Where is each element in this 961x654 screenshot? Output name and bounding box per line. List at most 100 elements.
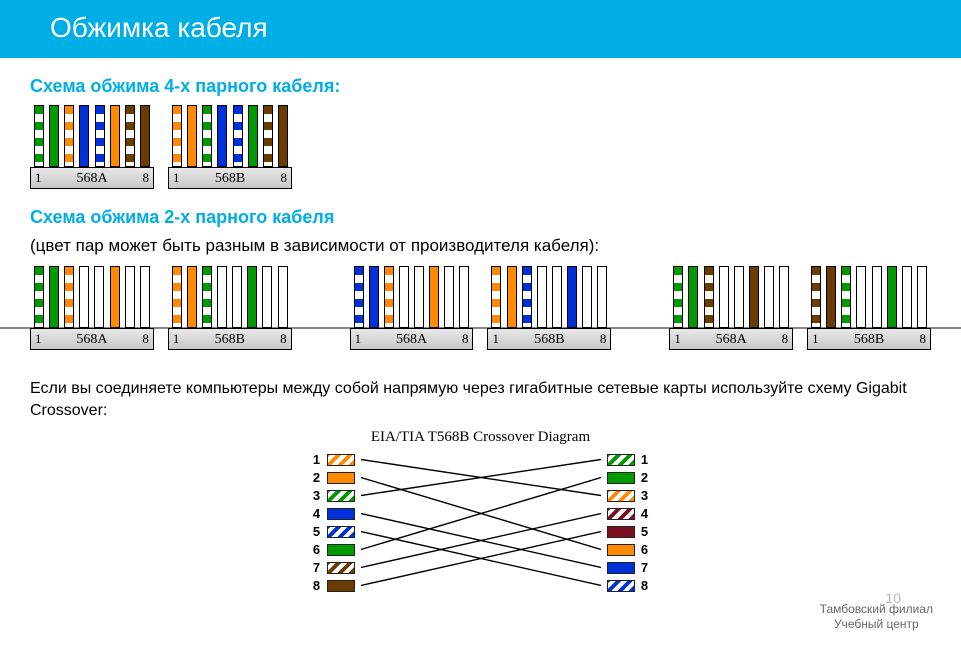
wire (172, 105, 182, 167)
footer-line2: Учебный центр (834, 617, 919, 631)
wire (459, 266, 469, 328)
standard-label: 568A (76, 332, 107, 348)
pin-row: 2 (607, 470, 651, 485)
pin-row: 7 (607, 560, 651, 575)
wire (749, 266, 759, 328)
wires (669, 266, 793, 328)
wire (263, 105, 273, 167)
crossover-lines (361, 452, 601, 602)
pin-chip (327, 490, 355, 502)
standard-label: 568B (215, 332, 245, 348)
pin-row: 8 (607, 578, 651, 593)
pin-8-label: 8 (142, 331, 149, 347)
wire (522, 266, 532, 328)
wire (507, 266, 517, 328)
pin-1-label: 1 (355, 331, 362, 347)
pin-chip (327, 580, 355, 592)
pin-number: 5 (639, 524, 651, 539)
pin-chip (607, 544, 635, 556)
wire (779, 266, 789, 328)
connector-label: 1568A8 (30, 328, 154, 350)
pin-number: 8 (311, 578, 323, 593)
wire (34, 105, 44, 167)
rj45-connector: 1568A8 (30, 266, 154, 350)
pin-row: 6 (607, 542, 651, 557)
rj45-connector: 1568A8 (30, 105, 154, 189)
connector-label: 1 568B 8 (168, 328, 292, 350)
wire (704, 266, 714, 328)
wire (369, 266, 379, 328)
wire (597, 266, 607, 328)
wire (902, 266, 912, 328)
crossover-diagram: EIA/TIA T568B Crossover Diagram 1 2 3 4 5 6 7 8… (311, 429, 651, 602)
wire (49, 266, 59, 328)
pin-row: 4 (311, 506, 355, 521)
pin-8-label: 8 (782, 331, 789, 347)
wire (444, 266, 454, 328)
wire (673, 266, 683, 328)
wire (110, 266, 120, 328)
page-title: Обжимка кабеля (50, 12, 268, 43)
wire (354, 266, 364, 328)
pin-number: 6 (311, 542, 323, 557)
pin-1-label: 1 (173, 170, 180, 186)
wire (399, 266, 409, 328)
standard-label: 568B (854, 332, 884, 348)
pin-chip (327, 508, 355, 520)
pin-column-left: 12345678 (311, 452, 355, 593)
wire (811, 266, 821, 328)
connector-label: 1568A8 (669, 328, 793, 350)
section3-paragraph: Если вы соединяете компьютеры между собо… (30, 378, 931, 421)
wire (94, 266, 104, 328)
wire (856, 266, 866, 328)
crossover-title: EIA/TIA T568B Crossover Diagram (311, 429, 651, 446)
wire (232, 266, 242, 328)
wires (168, 266, 292, 328)
pin-chip (327, 544, 355, 556)
content: Схема обжима 4-х парного кабеля: 1568A81… (0, 58, 961, 602)
wire (64, 105, 74, 167)
pin-8-label: 8 (280, 331, 287, 347)
pin-row: 3 (311, 488, 355, 503)
wire (233, 105, 243, 167)
pin-number: 2 (311, 470, 323, 485)
pin-chip (607, 562, 635, 574)
pin-chip (327, 526, 355, 538)
wire (202, 266, 212, 328)
pin-row: 1 (311, 452, 355, 467)
pin-8-label: 8 (600, 331, 607, 347)
pin-row: 7 (311, 560, 355, 575)
wire (826, 266, 836, 328)
standard-label: 568B (534, 332, 564, 348)
standard-label: 568B (215, 171, 245, 187)
pin-number: 1 (639, 452, 651, 467)
wires (350, 266, 474, 328)
page-title-bar: Обжимка кабеля (0, 0, 961, 58)
wire (64, 266, 74, 328)
wire (384, 266, 394, 328)
pin-1-label: 1 (173, 331, 180, 347)
footer-text: Тамбовский филиал Учебный центр (820, 602, 933, 632)
pin-number: 7 (639, 560, 651, 575)
section1-connectors: 1568A81568B8 (30, 105, 931, 189)
rj45-connector: 1 568B 8 (168, 266, 292, 350)
pin-number: 4 (311, 506, 323, 521)
wire (217, 266, 227, 328)
wire (79, 105, 89, 167)
wire (172, 266, 182, 328)
pin-chip (327, 472, 355, 484)
wire (491, 266, 501, 328)
connector-label: 1568B8 (807, 328, 931, 350)
wire (872, 266, 882, 328)
connector-label: 1568B8 (487, 328, 611, 350)
pin-number: 1 (311, 452, 323, 467)
wires (807, 266, 931, 328)
pin-row: 6 (311, 542, 355, 557)
pin-number: 4 (639, 506, 651, 521)
wire (887, 266, 897, 328)
pin-chip (607, 580, 635, 592)
wire (841, 266, 851, 328)
wires (487, 266, 611, 328)
section2-title: Схема обжима 2-х парного кабеля (30, 207, 931, 228)
pin-row: 4 (607, 506, 651, 521)
